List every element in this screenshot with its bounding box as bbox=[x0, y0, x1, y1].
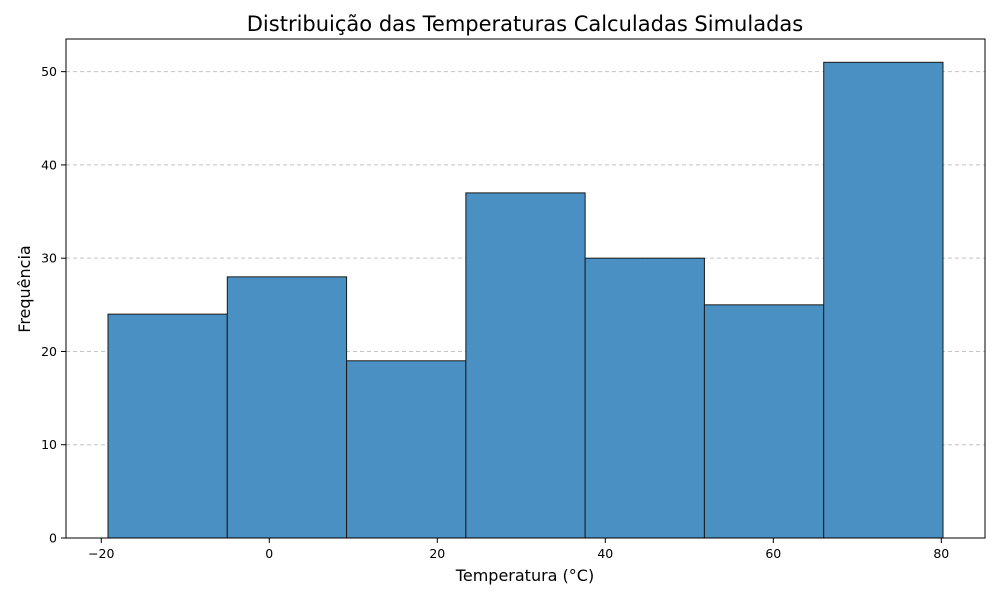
chart-title: Distribuição das Temperaturas Calculadas… bbox=[247, 12, 803, 36]
x-tick-label-2: 20 bbox=[429, 546, 445, 561]
histogram-bar-0 bbox=[107, 313, 228, 539]
y-tick-label-1: 10 bbox=[41, 437, 57, 452]
histogram-bars bbox=[107, 61, 944, 539]
histogram-bar-1 bbox=[226, 276, 348, 539]
x-tick-label-1: 0 bbox=[265, 546, 273, 561]
x-tick-label-5: 80 bbox=[933, 546, 949, 561]
histogram-bar-6 bbox=[823, 61, 944, 539]
y-axis-label: Frequência bbox=[15, 245, 34, 332]
histogram-bar-2 bbox=[346, 360, 467, 539]
y-tick-label-4: 40 bbox=[41, 157, 57, 172]
x-axis-label: Temperatura (°C) bbox=[455, 566, 594, 585]
x-tick-label-0: −20 bbox=[88, 546, 114, 561]
y-tick-label-2: 20 bbox=[41, 344, 57, 359]
histogram-bar-5 bbox=[703, 304, 825, 539]
histogram-bar-3 bbox=[465, 192, 586, 539]
y-axis-ticks: 0 10 20 30 40 50 bbox=[41, 64, 66, 546]
plot-frame bbox=[65, 38, 986, 539]
y-tick-label-3: 30 bbox=[41, 251, 57, 266]
histogram-bar-4 bbox=[584, 257, 705, 539]
x-axis-ticks: −20 0 20 40 60 80 bbox=[88, 538, 949, 561]
x-tick-label-4: 60 bbox=[765, 546, 781, 561]
y-tick-label-0: 0 bbox=[49, 531, 57, 546]
x-tick-label-3: 40 bbox=[597, 546, 613, 561]
y-tick-label-5: 50 bbox=[41, 64, 57, 79]
